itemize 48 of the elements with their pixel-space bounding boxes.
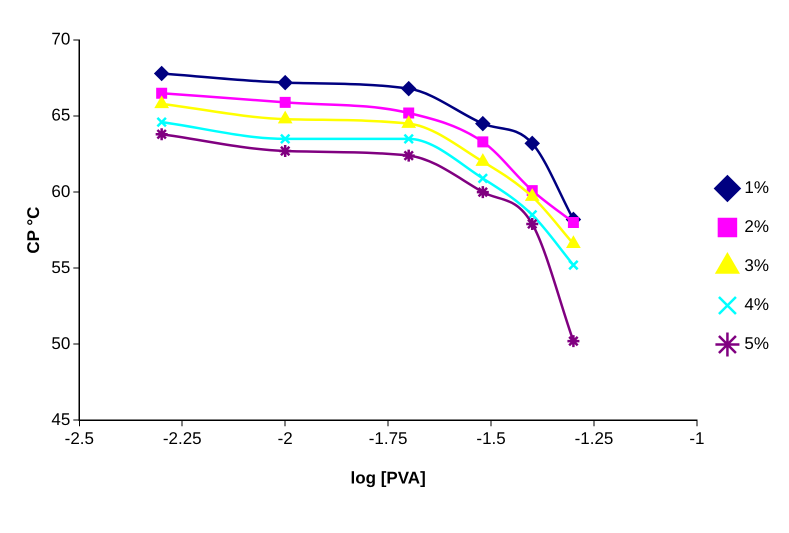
y-tick-label: 65 [51,106,70,125]
point [476,154,490,166]
point [156,88,168,99]
point [401,148,416,163]
x-tick-label: -2.25 [162,429,202,448]
y-tick-label: 55 [51,258,70,277]
point [526,209,538,220]
x-tick-label: -2 [278,429,293,448]
y-tick-label: 60 [51,182,70,201]
point [280,96,291,108]
point [278,144,292,158]
legend-label: 3% [744,256,770,276]
legend-label: 2% [744,217,770,236]
point [280,133,291,144]
point [155,96,168,108]
y-axis-title: CP °C [24,206,43,254]
point [278,75,292,90]
point [402,116,416,128]
point [524,216,540,232]
y-tick-label: 45 [51,410,70,429]
point [156,116,168,128]
point [401,81,416,96]
legend-label: 1% [744,178,770,198]
point [154,127,169,142]
point [403,133,414,144]
point [154,66,169,81]
legend-label: 5% [744,334,770,354]
y-tick-label: 50 [51,334,70,353]
point [526,189,539,201]
point [568,260,579,271]
y-tick-label: 70 [51,30,70,49]
x-axis-title: log [PVA] [350,468,426,488]
x-tick-label: -1.5 [476,429,506,448]
x-tick-label: -2.5 [64,429,94,448]
point [477,172,488,184]
point [476,116,490,131]
point [278,112,292,124]
point [403,108,414,118]
point [524,136,540,151]
point [476,184,490,200]
point [477,136,488,148]
legend-label: 4% [744,295,770,314]
point [566,236,580,248]
x-tick-label: -1.25 [574,429,614,448]
point [568,217,579,228]
x-tick-label: -1 [689,429,704,448]
point [566,334,581,348]
x-tick-label: -1.75 [368,429,408,448]
